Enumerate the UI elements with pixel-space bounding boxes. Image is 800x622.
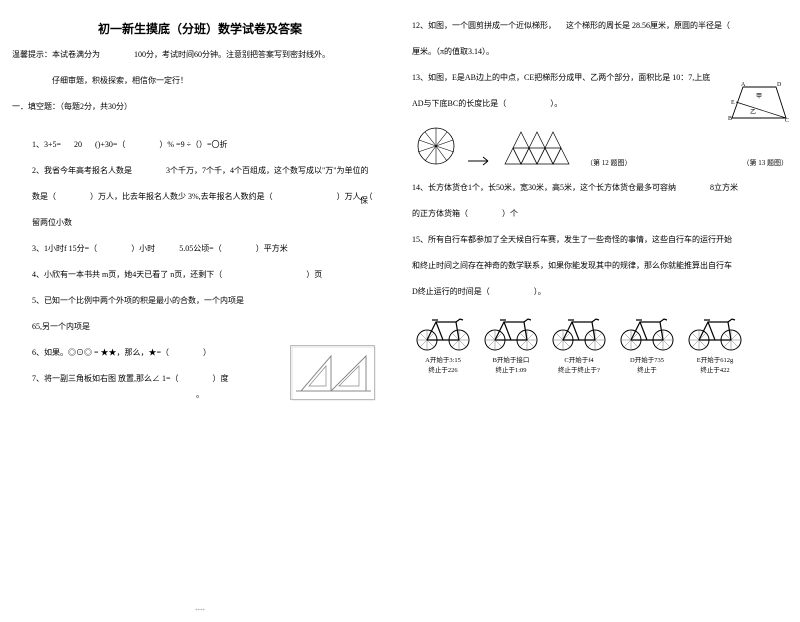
svg-text:B: B <box>728 116 732 122</box>
bike-icon <box>548 312 610 352</box>
q2-c: 数是（ <box>32 192 56 201</box>
q1-b: 20 <box>63 139 93 151</box>
q15-line2: 和终止时间之间存在神奇的数学联系，如果你能发现其中的规律，那么你就能推算出自行车 <box>412 260 788 272</box>
page-footer: **** <box>195 609 205 614</box>
q1-c: ()+30=（ <box>95 140 125 149</box>
bike-e-end: 终止于422 <box>684 364 746 374</box>
q5-line1: 5、已知一个比例中两个外项的积是最小的合数，一个内项是 <box>32 295 388 307</box>
q2-e: ）万人。（ <box>337 192 373 201</box>
q14-a: 14、长方体货仓1个，长50米，宽30米，高5米，这个长方体货仓最多可容纳 <box>412 183 676 192</box>
hint-line: 温馨提示：本试卷满分为 100分，考试时间60分钟。注意别把答案写到密封线外。 <box>12 49 388 61</box>
bike-d: D开始于735 终止于 <box>616 312 678 374</box>
q3-b: ）小时 <box>131 244 155 253</box>
bike-d-end: 终止于 <box>616 364 678 374</box>
q12-c: 厘米。（π的值取3.14）。 <box>412 47 494 56</box>
bike-c: C开始于f4 终止于终止于? <box>548 312 610 374</box>
q1: 1、3+5= 20 ()+30=（ ）% =9 ÷（）=〇折 <box>32 139 388 151</box>
hint-line-3: 仔细审题，积极探索，相信你一定行！ <box>52 75 388 87</box>
section-1-header: 一．填空题：（每题2分，共30分） <box>12 101 388 113</box>
arrow-icon <box>466 154 494 168</box>
triangle-stack-icon <box>500 126 580 168</box>
bike-b-end: 终止于1:09 <box>480 364 542 374</box>
bike-icon <box>480 312 542 352</box>
q15-line3: D终止运行的时间是（ ）。 <box>412 286 788 298</box>
q3: 3、1小时f 15分=（ ）小时 5.05公顷=（ ）平方米 <box>32 243 388 255</box>
q5-line2: 65,另一个内项是 <box>32 321 388 333</box>
figure-row: （第 12 题图） （第 13 题图） <box>412 124 788 168</box>
hint-text-2: 100分，考试时间60分钟。注意别把答案写到密封线外。 <box>134 50 330 59</box>
q6-b: ） <box>203 348 211 357</box>
q2-line2: 数是（ ）万人，比去年报名人数少 3%,去年报名人数约是（ ）万人。（ <box>32 191 388 203</box>
q12-b: 这个梯形的周长是 28.56厘米，原圆的半径是（ <box>566 21 730 30</box>
triangle-ruler-icon <box>291 346 376 401</box>
q2-b: 3个千万，7个千，4个百组成，这个数写成以"万"为单位的 <box>166 166 369 175</box>
bike-e-start: E开始于612g <box>684 354 746 364</box>
q3-a: 3、1小时f 15分=（ <box>32 244 97 253</box>
q14-line2: 的正方体货箱（ ）个 <box>412 208 788 220</box>
q14-b: 8立方米 <box>710 183 738 192</box>
bike-c-start: C开始于f4 <box>548 354 610 364</box>
q12-line2: 厘米。（π的值取3.14）。 <box>412 46 788 58</box>
fig13-caption: （第 13 题图） <box>743 158 789 169</box>
bikes-row: A开始于3:15 终止于226 B开始于接口 终止于1:09 <box>412 312 788 374</box>
q7-a: 7、将一副三角板如右图 放置,那么∠ 1=（ <box>32 374 179 383</box>
q13-c: ）。 <box>550 99 562 108</box>
q7-b: ）度 <box>213 374 229 383</box>
bike-a-start: A开始于3:15 <box>412 354 474 364</box>
bike-c-end: 终止于终止于? <box>548 364 610 374</box>
q13-b: AD与下底BC的长度比是（ <box>412 99 506 108</box>
circle-slices-icon <box>412 124 460 168</box>
q12-line1: 12、如图，一个圆剪拼成一个近似梯形， 这个梯形的周长是 28.56厘米，原圆的… <box>412 20 788 32</box>
bike-b-start: B开始于接口 <box>480 354 542 364</box>
q2-g: 留两位小数 <box>32 218 72 227</box>
svg-text:A: A <box>741 82 746 88</box>
q4-a: 4、小欣有一本书共 m页，她4天已看了 n页，还剩下（ <box>32 270 222 279</box>
q14-line1: 14、长方体货仓1个，长50米，宽30米，高5米，这个长方体货仓最多可容纳 8立… <box>412 182 788 194</box>
q3-c: 5.05公顷=（ <box>179 244 222 253</box>
svg-text:E: E <box>731 100 735 106</box>
q15-line1: 15、所有自行车都参加了全天候自行车赛，发生了一些奇怪的事情，这些自行车的运行开… <box>412 234 788 246</box>
q1-d: ）% =9 ÷（）=〇折 <box>159 140 227 149</box>
right-column: 12、如图，一个圆剪拼成一个近似梯形， 这个梯形的周长是 28.56厘米，原圆的… <box>400 0 800 622</box>
bike-a: A开始于3:15 终止于226 <box>412 312 474 374</box>
bike-icon <box>616 312 678 352</box>
svg-text:甲: 甲 <box>756 93 762 100</box>
bike-b: B开始于接口 终止于1:09 <box>480 312 542 374</box>
bike-e: E开始于612g 终止于422 <box>684 312 746 374</box>
svg-text:乙: 乙 <box>750 109 756 116</box>
fig12-caption: （第 12 题图） <box>586 158 632 169</box>
q15-d: ）。 <box>534 287 546 296</box>
svg-text:D: D <box>777 82 782 88</box>
q14-c: 的正方体货箱（ <box>412 209 468 218</box>
q2-line3: 留两位小数 <box>32 217 388 229</box>
hint-text: 温馨提示：本试卷满分为 <box>12 50 100 59</box>
q6-a: 6、如果。◎⊙◎ = ★★，那么，★=（ <box>32 348 169 357</box>
q15-c: D终止运行的时间是（ <box>412 287 490 296</box>
q2-a: 2、我省今年高考报名人数是 <box>32 166 132 175</box>
q4-b: ）页 <box>306 270 322 279</box>
left-column: 初一新生摸底（分班）数学试卷及答案 温馨提示：本试卷满分为 100分，考试时间6… <box>0 0 400 622</box>
q1-a: 1、3+5= <box>32 140 61 149</box>
bike-icon <box>684 312 746 352</box>
q12-a: 12、如图，一个圆剪拼成一个近似梯形， <box>412 21 556 30</box>
svg-text:C: C <box>785 118 789 124</box>
bike-icon <box>412 312 474 352</box>
q4: 4、小欣有一本书共 m页，她4天已看了 n页，还剩下（ ）页 <box>32 269 388 281</box>
q3-d: ）平方米 <box>256 244 288 253</box>
trapezoid-icon: A D B C E 甲乙 <box>728 82 790 124</box>
q2-d: ）万人，比去年报名人数少 3%,去年报名人数约是（ <box>90 192 273 201</box>
trapezoid-figure: A D B C E 甲乙 <box>728 82 790 126</box>
bike-a-end: 终止于226 <box>412 364 474 374</box>
triangle-ruler-figure <box>290 345 375 400</box>
document-title: 初一新生摸底（分班）数学试卷及答案 <box>12 20 388 37</box>
q14-d: ）个 <box>502 209 518 218</box>
bike-d-start: D开始于735 <box>616 354 678 364</box>
q2-line1: 2、我省今年高考报名人数是 3个千万，7个千，4个百组成，这个数写成以"万"为单… <box>32 165 388 177</box>
